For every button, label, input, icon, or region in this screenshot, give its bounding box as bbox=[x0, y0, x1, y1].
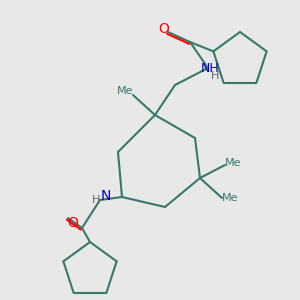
Text: O: O bbox=[159, 22, 170, 36]
Text: O: O bbox=[68, 216, 78, 230]
Text: Me: Me bbox=[222, 193, 238, 203]
Text: H: H bbox=[211, 71, 219, 81]
Text: N: N bbox=[101, 189, 111, 203]
Text: Me: Me bbox=[117, 86, 133, 96]
Text: H: H bbox=[92, 195, 100, 205]
Text: Me: Me bbox=[225, 158, 241, 168]
Text: NH: NH bbox=[201, 61, 219, 74]
